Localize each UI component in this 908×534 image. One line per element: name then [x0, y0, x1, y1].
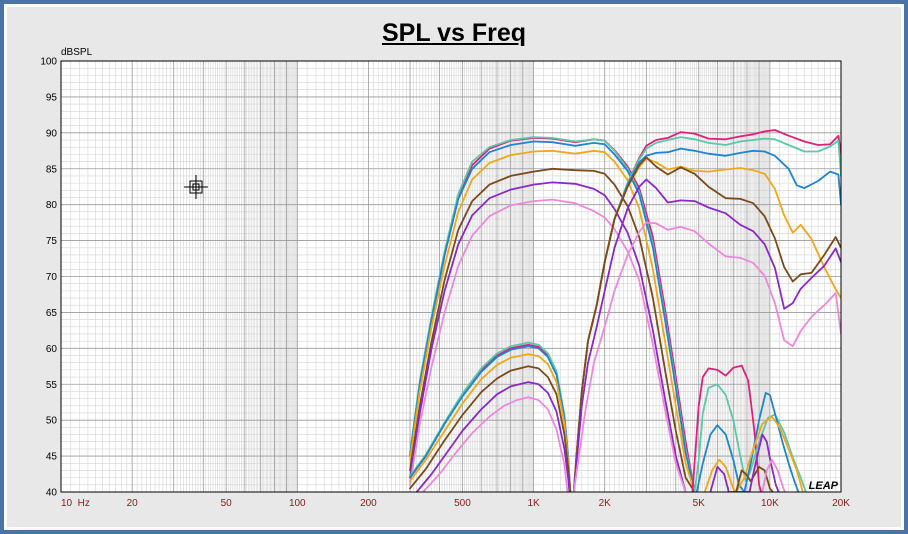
cursor-box [189, 180, 203, 194]
x-tick-label: 20K [832, 498, 850, 509]
series-line-4 [409, 149, 696, 492]
y-tick-label: 100 [40, 57, 57, 68]
x-tick-label: 200 [360, 498, 377, 509]
y-tick-label: 70 [46, 272, 58, 283]
series-line-23 [693, 383, 807, 492]
y-tick-label: 80 [46, 200, 58, 211]
y-tick-label: 75 [46, 236, 58, 247]
leap-watermark: LEAP [809, 480, 839, 492]
y-tick-label: 90 [46, 128, 58, 139]
series-line-26 [735, 465, 774, 492]
cursor-inner [192, 183, 200, 191]
x-tick-label: 20 [127, 498, 139, 509]
series-line-5 [409, 167, 696, 492]
series-line-7 [409, 198, 687, 492]
y-axis-label: dBSPL [61, 47, 93, 58]
series-line-27 [709, 433, 780, 492]
x-axis-ticks: 10 Hz 20 50 100 200 500 1K 2K 5K 10K 20K [61, 498, 850, 509]
series-line-25 [703, 415, 804, 492]
series-line-18 [409, 353, 572, 492]
plot-border [60, 60, 842, 493]
series-line-14 [572, 221, 841, 492]
series-line-13 [572, 178, 841, 492]
series-line-20 [415, 381, 571, 492]
series-line-22 [691, 364, 763, 492]
y-tick-label: 60 [46, 344, 58, 355]
y-tick-label: 85 [46, 164, 58, 175]
x-tick-label: 10 Hz [61, 498, 90, 509]
x-tick-label: 5K [693, 498, 706, 509]
chart-title: SPL vs Freq [381, 19, 527, 47]
x-tick-label: 2K [599, 498, 612, 509]
x-tick-label: 1K [527, 498, 540, 509]
series-line-6 [409, 181, 687, 492]
series-line-21 [421, 396, 569, 492]
x-tick-label: 10K [761, 498, 779, 509]
x-tick-label: 100 [289, 498, 306, 509]
y-axis-ticks: 40 45 50 55 60 65 70 75 80 85 90 95 100 [40, 57, 57, 499]
crosshair-cursor-icon[interactable] [184, 175, 208, 199]
series-line-12 [572, 156, 841, 492]
y-tick-label: 40 [46, 488, 58, 499]
series-line-17 [409, 345, 572, 492]
y-tick-label: 50 [46, 416, 58, 427]
x-tick-label: 50 [221, 498, 233, 509]
y-tick-label: 55 [46, 380, 58, 391]
x-tick-label: 500 [454, 498, 471, 509]
series-layer [409, 129, 841, 492]
y-tick-label: 65 [46, 308, 58, 319]
series-line-28 [761, 458, 786, 492]
series-line-3 [409, 140, 696, 492]
y-tick-label: 45 [46, 452, 58, 463]
series-line-24 [695, 391, 800, 492]
series-line-19 [409, 365, 572, 492]
y-tick-label: 95 [46, 92, 58, 103]
grid-major [61, 61, 841, 492]
